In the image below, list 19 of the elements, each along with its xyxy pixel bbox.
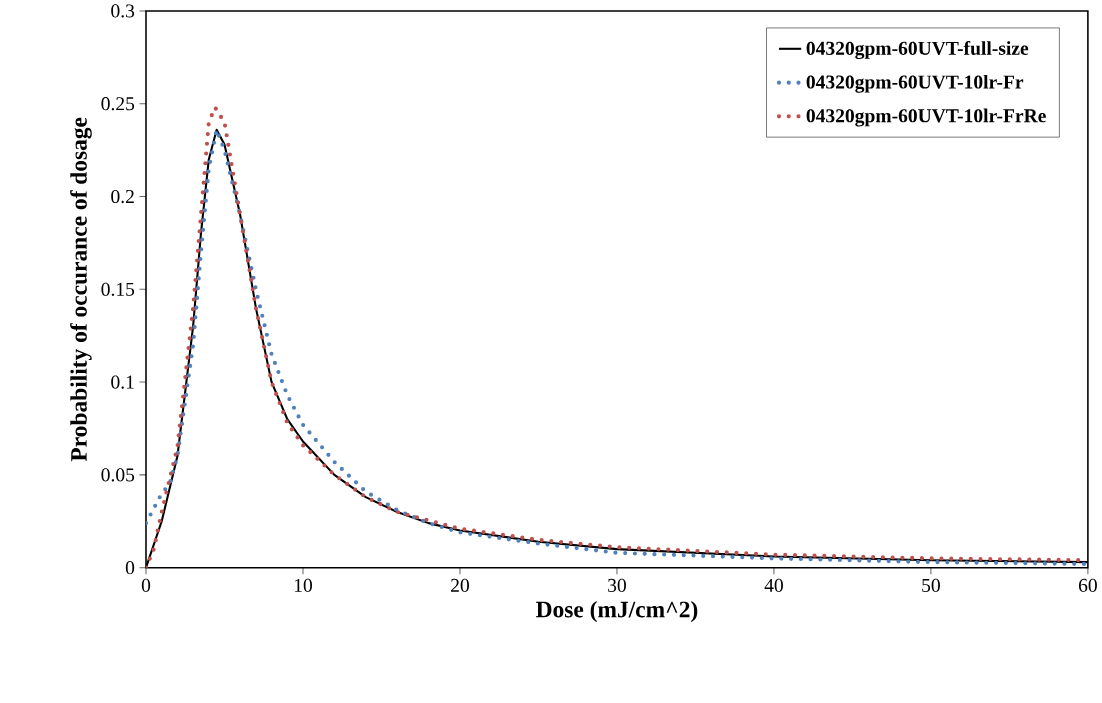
x-tick-label: 60 xyxy=(1078,578,1097,593)
x-tick-label: 0 xyxy=(141,578,151,593)
y-tick-label: 0.25 xyxy=(101,97,135,111)
y-tick-label: 0.1 xyxy=(111,375,134,389)
y-tick-label: 0.2 xyxy=(111,190,134,204)
y-tick-label: 0.05 xyxy=(101,468,135,482)
legend-label: 04320gpm-60UVT-10lr-FrRe xyxy=(806,108,1046,127)
x-tick-label: 30 xyxy=(608,578,626,593)
x-axis-title: Dose (mJ/cm^2) xyxy=(536,601,698,623)
y-tick-label: 0.3 xyxy=(111,4,135,18)
x-tick-label: 20 xyxy=(451,578,469,593)
x-tick-label: 10 xyxy=(294,578,313,593)
y-axis-title: Probability of occurance of dosage xyxy=(70,117,92,462)
legend-label: 04320gpm-60UVT-10lr-Fr xyxy=(806,75,1024,93)
x-tick-label: 50 xyxy=(922,578,940,593)
legend-label: 04320gpm-60UVT-full-size xyxy=(806,41,1029,60)
x-tick-label: 40 xyxy=(764,578,783,593)
y-tick-label: 0.15 xyxy=(101,282,135,297)
y-tick-label: 0 xyxy=(125,561,135,575)
